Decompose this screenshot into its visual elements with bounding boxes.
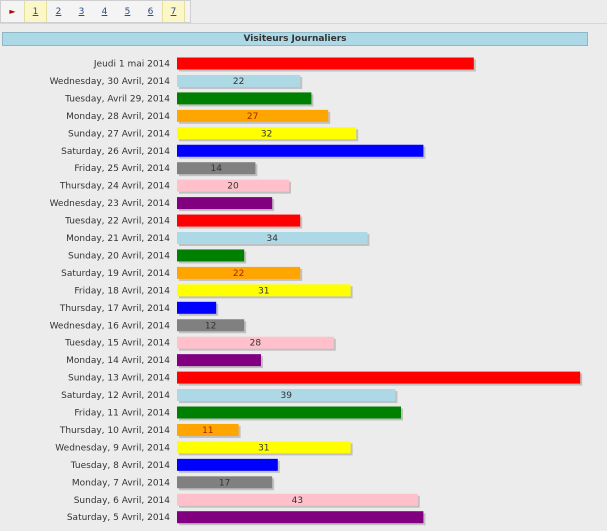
category-label: Monday, 7 Avril, 2014 — [72, 478, 170, 488]
bar — [177, 336, 334, 349]
chart-title: Visiteurs Journaliers — [2, 32, 588, 46]
bar — [177, 127, 357, 140]
bar-value-label: 27 — [247, 112, 258, 122]
bar-value-label: 31 — [258, 443, 269, 453]
bar — [177, 511, 424, 524]
page-link-4[interactable]: 4 — [101, 6, 108, 17]
bar — [177, 389, 396, 402]
category-label: Saturday, 26 Avril, 2014 — [61, 147, 170, 157]
bar-value-label: 12 — [205, 321, 216, 331]
bar-value-label: 39 — [280, 391, 292, 401]
category-label: Friday, 18 Avril, 2014 — [74, 286, 170, 296]
bar — [177, 232, 368, 244]
bar — [177, 249, 245, 262]
category-label: Tuesday, Avril 29, 2014 — [64, 94, 170, 104]
bar — [177, 441, 351, 454]
category-label: Wednesday, 16 Avril, 2014 — [50, 321, 171, 331]
bar-value-label: 28 — [250, 339, 262, 349]
bar — [177, 214, 301, 227]
bar — [177, 197, 273, 210]
category-label: Thursday, 24 Avril, 2014 — [59, 182, 170, 192]
bar — [177, 162, 256, 175]
bar — [177, 266, 301, 279]
bar-value-label: 31 — [258, 286, 269, 296]
category-label: Jeudi 1 mai 2014 — [93, 60, 170, 70]
page-link-2[interactable]: 2 — [55, 6, 62, 17]
category-label: Monday, 21 Avril, 2014 — [66, 234, 170, 244]
category-label: Wednesday, 23 Avril, 2014 — [50, 199, 171, 209]
bar — [177, 179, 289, 192]
bar-value-label: 43 — [292, 496, 303, 506]
bar — [177, 371, 581, 384]
category-label: Tuesday, 15 Avril, 2014 — [64, 339, 170, 349]
category-label: Wednesday, 9 Avril, 2014 — [55, 443, 170, 453]
pager: ► 1 2 3 4 5 6 7 — [0, 0, 191, 23]
category-label: Sunday, 6 Avril, 2014 — [74, 496, 171, 506]
bar — [177, 458, 278, 471]
category-label: Thursday, 17 Avril, 2014 — [59, 304, 170, 314]
bar — [177, 493, 418, 506]
bar — [177, 354, 261, 367]
divider — [0, 23, 607, 24]
bar — [177, 423, 239, 436]
bar-value-label: 32 — [261, 129, 272, 139]
bar — [177, 74, 301, 87]
pager-arrow-icon[interactable]: ► — [9, 7, 16, 16]
bar-value-label: 22 — [233, 77, 244, 87]
category-label: Wednesday, 30 Avril, 2014 — [50, 77, 171, 87]
page-link-6[interactable]: 6 — [147, 6, 154, 17]
bar — [177, 92, 312, 105]
bar — [177, 109, 329, 122]
category-label: Saturday, 19 Avril, 2014 — [61, 269, 170, 279]
bar-value-label: 20 — [227, 182, 239, 192]
category-label: Monday, 14 Avril, 2014 — [66, 356, 170, 366]
category-label: Sunday, 27 Avril, 2014 — [68, 129, 170, 139]
page-link-1[interactable]: 1 — [24, 1, 47, 22]
page-link-3[interactable]: 3 — [78, 6, 85, 17]
bar — [177, 284, 351, 297]
bar — [177, 57, 474, 70]
category-label: Friday, 11 Avril, 2014 — [74, 409, 170, 419]
category-label: Friday, 25 Avril, 2014 — [74, 164, 170, 174]
bar-value-label: 11 — [202, 426, 213, 436]
category-label: Tuesday, 22 Avril, 2014 — [64, 217, 170, 227]
page-link-7[interactable]: 7 — [162, 1, 185, 22]
bar — [177, 144, 424, 157]
bar-value-label: 17 — [219, 478, 230, 488]
category-label: Saturday, 5 Avril, 2014 — [67, 513, 170, 523]
bar — [177, 319, 245, 332]
bar-value-label: 34 — [266, 234, 278, 244]
category-label: Tuesday, 8 Avril, 2014 — [70, 461, 170, 471]
category-label: Thursday, 10 Avril, 2014 — [59, 426, 170, 436]
bar — [177, 301, 217, 314]
bar — [177, 476, 273, 489]
page-link-5[interactable]: 5 — [124, 6, 131, 17]
bar — [177, 406, 401, 419]
category-label: Saturday, 12 Avril, 2014 — [61, 391, 170, 401]
bar-value-label: 22 — [233, 269, 244, 279]
bar-value-label: 14 — [210, 164, 222, 174]
category-label: Sunday, 13 Avril, 2014 — [68, 374, 170, 384]
category-label: Monday, 28 Avril, 2014 — [66, 112, 170, 122]
category-label: Sunday, 20 Avril, 2014 — [68, 251, 170, 261]
